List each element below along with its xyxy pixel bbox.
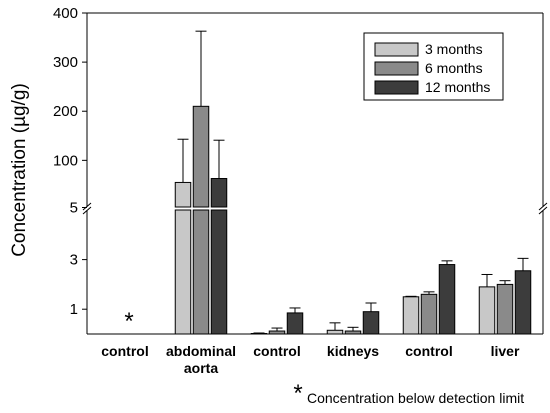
bar bbox=[286, 312, 304, 335]
bar bbox=[344, 330, 362, 335]
bar bbox=[174, 209, 192, 335]
bar bbox=[362, 311, 380, 335]
bar bbox=[402, 296, 420, 335]
bar bbox=[268, 330, 286, 335]
axis-break-right-a bbox=[538, 202, 548, 211]
legend-label: 12 months bbox=[425, 79, 490, 95]
footnote-marker: * bbox=[293, 380, 302, 407]
axis-break-left-a bbox=[82, 202, 92, 211]
plot-area bbox=[82, 12, 548, 335]
y-ticks: 1 3 5 100 200 300 400 bbox=[53, 5, 87, 318]
legend-label: 3 months bbox=[425, 41, 483, 57]
bar bbox=[250, 333, 268, 335]
x-category-label: control bbox=[101, 343, 148, 359]
x-category-label: control bbox=[253, 343, 300, 359]
bar bbox=[174, 181, 192, 208]
x-category-label: control bbox=[405, 343, 452, 359]
bar bbox=[192, 209, 210, 335]
y-tick-label: 3 bbox=[70, 252, 78, 269]
bar bbox=[192, 105, 210, 208]
y-tick-label: 1 bbox=[70, 301, 78, 318]
x-category-label-line2: aorta bbox=[184, 360, 218, 376]
legend-label: 6 months bbox=[425, 60, 483, 76]
y-tick-label: 300 bbox=[53, 54, 78, 71]
bar bbox=[514, 270, 532, 335]
x-category-label: abdominal bbox=[166, 343, 236, 359]
bar bbox=[496, 283, 514, 335]
axis-break-left-b bbox=[82, 206, 92, 215]
y-axis-label: Concentration (µg/g) bbox=[9, 83, 30, 257]
bar bbox=[420, 293, 438, 335]
below-detection-marker: * bbox=[124, 308, 133, 335]
y-tick-label: 200 bbox=[53, 103, 78, 120]
legend-swatch bbox=[374, 42, 419, 57]
y-tick-label: 5 bbox=[70, 200, 78, 217]
footnote: Concentration below detection limit bbox=[307, 390, 524, 406]
legend-swatch bbox=[374, 61, 419, 76]
bar bbox=[478, 286, 496, 335]
bar bbox=[326, 329, 344, 335]
y-tick-label: 400 bbox=[53, 5, 78, 22]
bar bbox=[210, 209, 228, 335]
legend-swatch bbox=[374, 80, 419, 95]
bars-layer bbox=[174, 30, 532, 335]
legend: 3 months 6 months 12 months bbox=[363, 32, 504, 101]
axis-break-right-b bbox=[538, 206, 548, 215]
x-category-label: kidneys bbox=[327, 343, 379, 359]
bar bbox=[210, 178, 228, 208]
bar bbox=[438, 264, 456, 335]
y-tick-label: 100 bbox=[53, 152, 78, 169]
x-category-label: liver bbox=[491, 343, 520, 359]
